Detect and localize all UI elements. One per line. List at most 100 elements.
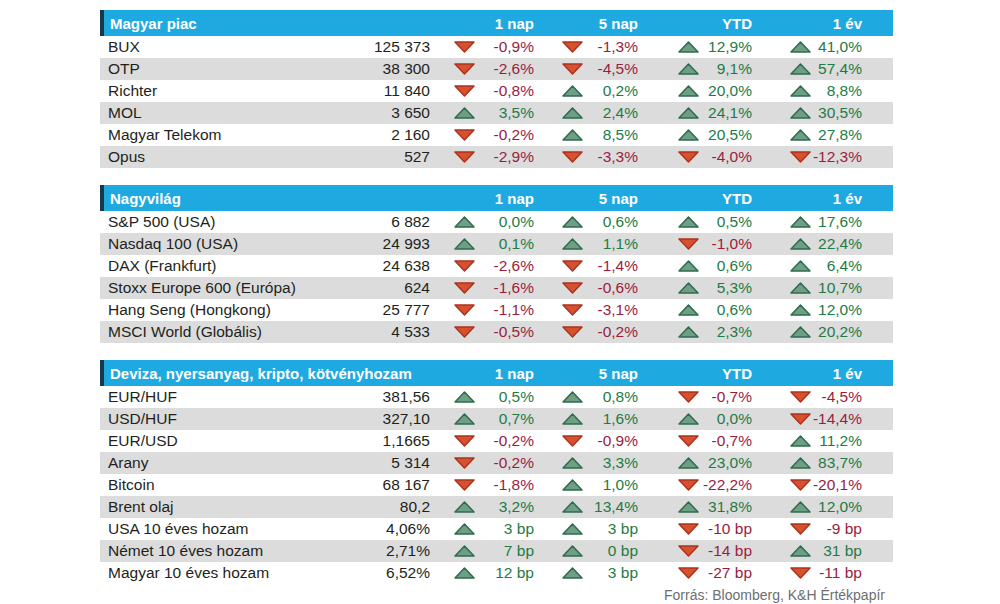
up-triangle-icon	[562, 85, 583, 97]
up-triangle-icon	[790, 304, 811, 316]
change-cell: 20,0%	[638, 82, 752, 100]
change-cell: 1,0%	[534, 476, 638, 494]
change-value: 8,8%	[827, 82, 862, 100]
up-triangle-icon	[562, 391, 583, 403]
change-value: -14,4%	[813, 410, 862, 428]
change-cell: -0,2%	[430, 454, 534, 472]
change-cell: -10 bp	[638, 520, 752, 538]
change-value: -1,3%	[598, 38, 639, 56]
change-cell: 31 bp	[752, 542, 862, 560]
instrument-name: EUR/HUF	[100, 388, 341, 406]
change-value: -2,6%	[494, 257, 535, 275]
change-cell: 1,6%	[534, 410, 638, 428]
down-triangle-icon	[790, 391, 811, 403]
change-value: 57,4%	[818, 60, 862, 78]
change-value: -1,1%	[494, 301, 535, 319]
change-cell: 12,0%	[752, 301, 862, 319]
up-triangle-icon	[678, 501, 699, 513]
down-triangle-icon	[790, 151, 811, 163]
change-cell: 2,3%	[638, 323, 752, 341]
change-value: 0,6%	[717, 301, 752, 319]
change-cell: 23,0%	[638, 454, 752, 472]
change-value: 0 bp	[608, 542, 638, 560]
table-header: Deviza, nyersanyag, kripto, kötvényhozam…	[100, 360, 893, 386]
up-triangle-icon	[790, 216, 811, 228]
down-triangle-icon	[678, 151, 699, 163]
down-triangle-icon	[454, 85, 475, 97]
change-value: 1,0%	[603, 476, 638, 494]
change-cell: 3,2%	[430, 498, 534, 516]
change-value: 0,5%	[499, 388, 534, 406]
down-triangle-icon	[454, 63, 475, 75]
up-triangle-icon	[454, 107, 475, 119]
change-cell: 0,6%	[534, 213, 638, 231]
change-cell: 57,4%	[752, 60, 862, 78]
change-value: 3,3%	[603, 454, 638, 472]
change-cell: -4,5%	[752, 388, 862, 406]
change-value: 9,1%	[717, 60, 752, 78]
table-header: Magyar piac1 nap5 napYTD1 év	[100, 10, 893, 36]
change-value: 5,3%	[717, 279, 752, 297]
change-value: 0,7%	[499, 410, 534, 428]
down-triangle-icon	[454, 435, 475, 447]
instrument-value: 624	[341, 279, 430, 297]
down-triangle-icon	[678, 545, 699, 557]
up-triangle-icon	[790, 282, 811, 294]
table-row: Brent olaj80,23,2%13,4%31,8%12,0%	[100, 496, 893, 518]
instrument-name: MSCI World (Globális)	[100, 323, 341, 341]
instrument-name: USA 10 éves hozam	[100, 520, 341, 538]
up-triangle-icon	[678, 63, 699, 75]
column-header-1-nap: 1 nap	[434, 365, 534, 382]
table-row: Richter11 840-0,8%0,2%20,0%8,8%	[100, 80, 893, 102]
change-cell: 41,0%	[752, 38, 862, 56]
up-triangle-icon	[678, 282, 699, 294]
down-triangle-icon	[678, 238, 699, 250]
change-cell: -3,3%	[534, 148, 638, 166]
change-value: 2,3%	[717, 323, 752, 341]
instrument-value: 38 300	[341, 60, 430, 78]
up-triangle-icon	[454, 501, 475, 513]
change-cell: 0,6%	[638, 257, 752, 275]
instrument-name: EUR/USD	[100, 432, 341, 450]
change-cell: 10,7%	[752, 279, 862, 297]
change-cell: 17,6%	[752, 213, 862, 231]
table-row: EUR/USD1,1665-0,2%-0,9%-0,7%11,2%	[100, 430, 893, 452]
change-cell: 27,8%	[752, 126, 862, 144]
change-cell: 30,5%	[752, 104, 862, 122]
change-cell: 83,7%	[752, 454, 862, 472]
change-value: 2,4%	[603, 104, 638, 122]
table-row: Stoxx Europe 600 (Európa)624-1,6%-0,6%5,…	[100, 277, 893, 299]
market-table-2: Nagyvilág1 nap5 napYTD1 évS&P 500 (USA)6…	[100, 185, 893, 343]
change-value: 11,2%	[819, 432, 862, 450]
change-value: -1,4%	[598, 257, 639, 275]
change-cell: -1,6%	[430, 279, 534, 297]
instrument-name: Hang Seng (Hongkong)	[100, 301, 341, 319]
change-cell: -0,2%	[430, 432, 534, 450]
up-triangle-icon	[562, 216, 583, 228]
column-header-ytd: YTD	[638, 190, 752, 207]
change-value: -27 bp	[708, 564, 752, 582]
change-value: 12,0%	[818, 301, 862, 319]
change-value: 22,4%	[818, 235, 862, 253]
column-header-ytd: YTD	[638, 365, 752, 382]
up-triangle-icon	[454, 238, 475, 250]
table-row: DAX (Frankfurt)24 638-2,6%-1,4%0,6%6,4%	[100, 255, 893, 277]
change-value: -0,7%	[712, 388, 753, 406]
change-cell: -1,3%	[534, 38, 638, 56]
change-value: -0,6%	[598, 279, 639, 297]
change-cell: -12,3%	[752, 148, 862, 166]
instrument-name: Nasdaq 100 (USA)	[100, 235, 341, 253]
change-value: 13,4%	[594, 498, 638, 516]
down-triangle-icon	[454, 304, 475, 316]
change-cell: 3,3%	[534, 454, 638, 472]
down-triangle-icon	[678, 567, 699, 579]
change-value: 31 bp	[823, 542, 862, 560]
change-value: -22,2%	[703, 476, 752, 494]
change-cell: -0,2%	[430, 126, 534, 144]
change-value: 0,5%	[717, 213, 752, 231]
up-triangle-icon	[790, 545, 811, 557]
change-value: -2,9%	[494, 148, 535, 166]
column-header-1-nap: 1 nap	[434, 15, 534, 32]
change-cell: 20,2%	[752, 323, 862, 341]
change-value: -0,2%	[598, 323, 639, 341]
